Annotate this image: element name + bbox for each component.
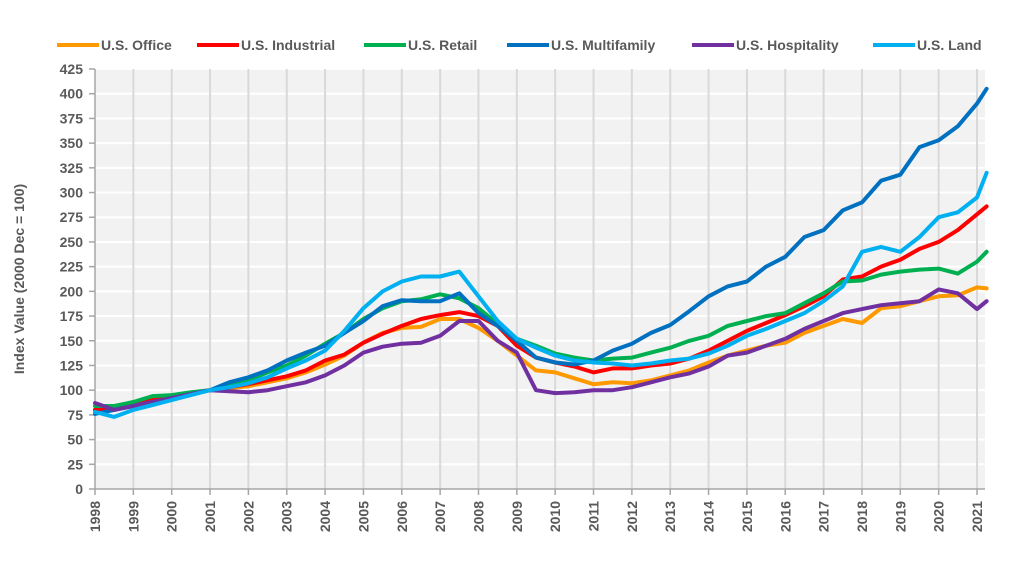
x-tick-label: 2013 [662, 501, 678, 532]
y-tick-label: 150 [60, 333, 84, 349]
x-tick-label: 2021 [969, 501, 985, 532]
legend-item-u-s-land: U.S. Land [873, 37, 982, 53]
y-axis: 0 25 50 75 100 125 150 175 200 225 250 275 300 325 350… [60, 61, 96, 497]
plot-area [95, 69, 985, 489]
legend-item-u-s-multifamily: U.S. Multifamily [507, 37, 655, 53]
y-tick-label: 400 [60, 86, 84, 102]
series-line-u-s-multifamily [93, 86, 989, 416]
legend-item-u-s-retail: U.S. Retail [364, 37, 477, 53]
y-tick-label: 125 [60, 357, 84, 373]
y-axis-title: Index Value (2000 Dec = 100) [11, 184, 27, 374]
y-tick-label: 350 [60, 135, 84, 151]
x-tick-label: 2012 [624, 501, 640, 532]
x-tick-label: 1999 [125, 501, 141, 532]
legend-label: U.S. Retail [408, 37, 477, 53]
legend-label: U.S. Office [101, 37, 172, 53]
x-tick-label: 2016 [777, 501, 793, 532]
x-tick-label: 2004 [317, 501, 333, 532]
x-tick-label: 2020 [931, 501, 947, 532]
legend-item-u-s-hospitality: U.S. Hospitality [692, 37, 839, 53]
series-line-u-s-land [93, 170, 989, 419]
series-line-u-s-hospitality [93, 287, 989, 412]
x-tick-label: 2008 [470, 501, 486, 532]
y-tick-label: 175 [60, 308, 84, 324]
x-tick-label: 2019 [892, 501, 908, 532]
x-tick-label: 2002 [240, 501, 256, 532]
x-tick-label: 2000 [164, 501, 180, 532]
y-tick-label: 250 [60, 234, 84, 250]
y-tick-label: 300 [60, 185, 84, 201]
x-tick-label: 2001 [202, 501, 218, 532]
x-tick-label: 2005 [355, 501, 371, 532]
y-tick-label: 200 [60, 283, 84, 299]
x-tick-label: 2009 [509, 501, 525, 532]
y-tick-label: 325 [60, 160, 84, 176]
y-tick-label: 225 [60, 259, 84, 275]
legend-label: U.S. Hospitality [736, 37, 839, 53]
x-tick-label: 1998 [87, 501, 103, 532]
y-tick-label: 425 [60, 61, 84, 77]
y-tick-label: 75 [67, 407, 83, 423]
x-tick-label: 2017 [816, 501, 832, 532]
x-tick-label: 2003 [279, 501, 295, 532]
x-tick-label: 2018 [854, 501, 870, 532]
legend: U.S. Office U.S. Industrial U.S. Retail U.S… [57, 37, 982, 53]
legend-label: U.S. Land [917, 37, 982, 53]
legend-item-u-s-office: U.S. Office [57, 37, 172, 53]
x-tick-label: 2006 [394, 501, 410, 532]
y-tick-label: 375 [60, 110, 84, 126]
y-tick-label: 25 [67, 456, 83, 472]
legend-label: U.S. Industrial [241, 37, 335, 53]
x-tick-label: 2007 [432, 501, 448, 532]
y-tick-label: 100 [60, 382, 84, 398]
series-lines [93, 86, 989, 419]
x-tick-label: 2011 [586, 501, 602, 532]
y-tick-label: 0 [75, 481, 83, 497]
x-axis: 1998 1999 2000 2001 2002 2003 2004 2005 2006 2007… [87, 488, 985, 532]
x-tick-label: 2010 [547, 501, 563, 532]
legend-item-u-s-industrial: U.S. Industrial [197, 37, 335, 53]
y-tick-label: 275 [60, 209, 84, 225]
x-tick-label: 2014 [701, 501, 717, 532]
y-tick-label: 50 [67, 432, 83, 448]
legend-label: U.S. Multifamily [551, 37, 655, 53]
x-tick-label: 2015 [739, 501, 755, 532]
